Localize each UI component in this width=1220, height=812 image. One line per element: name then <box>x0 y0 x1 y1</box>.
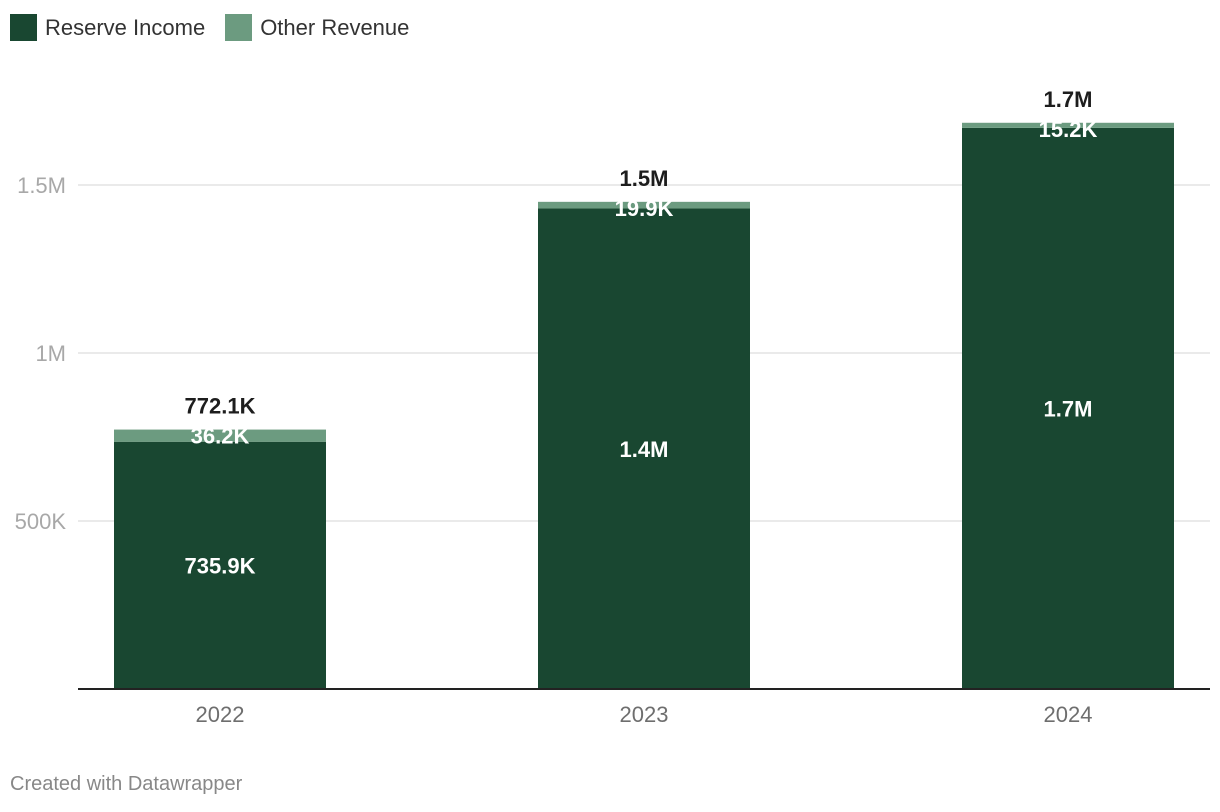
bar-other-revenue-2024 <box>962 122 1174 128</box>
y-tick-label-2: 1.5M <box>17 173 66 198</box>
bar-other-revenue-2023 <box>538 201 750 209</box>
bar-reserve-income-2023 <box>538 208 750 689</box>
y-tick-label-0: 500K <box>15 509 67 534</box>
total-label-2024: 1.7M <box>1044 87 1093 112</box>
legend-item-other-revenue: Other Revenue <box>225 14 409 41</box>
legend: Reserve Income Other Revenue <box>10 14 409 41</box>
legend-label-other-revenue: Other Revenue <box>260 14 410 40</box>
bar-reserve-income-2022 <box>114 441 326 689</box>
legend-label-reserve-income: Reserve Income <box>45 14 206 40</box>
legend-swatch-reserve-income <box>10 14 37 41</box>
bar-reserve-income-2024 <box>962 127 1174 689</box>
data-label-other-revenue-2024: 15.2K <box>1039 117 1098 142</box>
data-label-other-revenue-2023: 19.9K <box>615 196 674 221</box>
data-label-reserve-income-2023: 1.4M <box>620 437 669 462</box>
total-label-2022: 772.1K <box>185 394 256 419</box>
total-label-2023: 1.5M <box>620 166 669 191</box>
data-label-reserve-income-2024: 1.7M <box>1044 396 1093 421</box>
x-tick-label-2022: 2022 <box>196 702 245 727</box>
x-tick-label-2024: 2024 <box>1044 702 1093 727</box>
x-tick-label-2023: 2023 <box>620 702 669 727</box>
data-label-reserve-income-2022: 735.9K <box>185 553 256 578</box>
data-label-other-revenue-2022: 36.2K <box>191 424 250 449</box>
legend-swatch-other-revenue <box>225 14 253 41</box>
legend-item-reserve-income: Reserve Income <box>10 14 205 41</box>
bar-other-revenue-2022 <box>114 429 326 442</box>
y-tick-label-1: 1M <box>35 341 66 366</box>
credit-text[interactable]: Created with Datawrapper <box>10 773 243 795</box>
